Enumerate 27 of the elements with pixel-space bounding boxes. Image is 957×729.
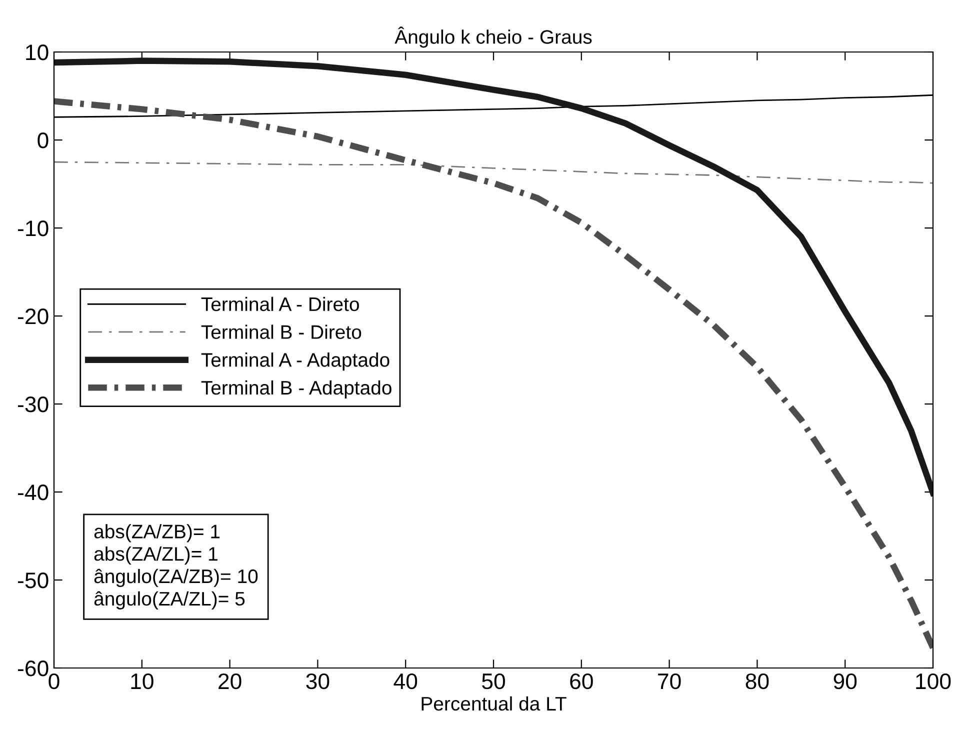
x-tick-label: 40 <box>394 673 418 690</box>
annotation: abs(ZA/ZB)= 1 abs(ZA/ZL)= 1 ângulo(ZA/ZB)= 10 ângulo(ZA/ZL)= 5 <box>94 524 258 610</box>
x-tick-label: 80 <box>746 673 769 690</box>
y-tick-label: -20 <box>18 308 48 324</box>
x-tick-label: 30 <box>306 673 330 690</box>
x-tick-label: 100 <box>916 673 951 690</box>
legend-label: Terminal B - Adaptado <box>201 380 392 399</box>
y-tick-label: -10 <box>18 220 48 236</box>
x-axis-title: Percentual da LT <box>422 696 566 711</box>
chart-title: Ângulo k cheio - Graus <box>394 26 592 48</box>
y-tick-label: -40 <box>18 484 48 500</box>
line-series <box>54 161 933 184</box>
x-tick-label: 90 <box>834 673 857 690</box>
y-tick-label: 10 <box>26 44 48 60</box>
x-tick-label: 20 <box>218 673 242 690</box>
legend-label: Terminal B - Direto <box>201 324 362 339</box>
legend-label: Terminal A - Adaptado <box>201 352 390 371</box>
y-tick-label: -60 <box>18 660 48 676</box>
legend-label: Terminal A - Direto <box>201 296 359 312</box>
y-tick-label: -30 <box>18 396 48 412</box>
x-tick-label: 60 <box>570 673 593 690</box>
y-tick-label: -50 <box>18 572 48 588</box>
x-tick-label: 0 <box>48 673 60 690</box>
x-tick-label: 10 <box>131 673 154 690</box>
y-tick-label: 0 <box>38 132 48 148</box>
x-tick-label: 50 <box>482 673 505 690</box>
x-tick-label: 70 <box>658 673 681 690</box>
